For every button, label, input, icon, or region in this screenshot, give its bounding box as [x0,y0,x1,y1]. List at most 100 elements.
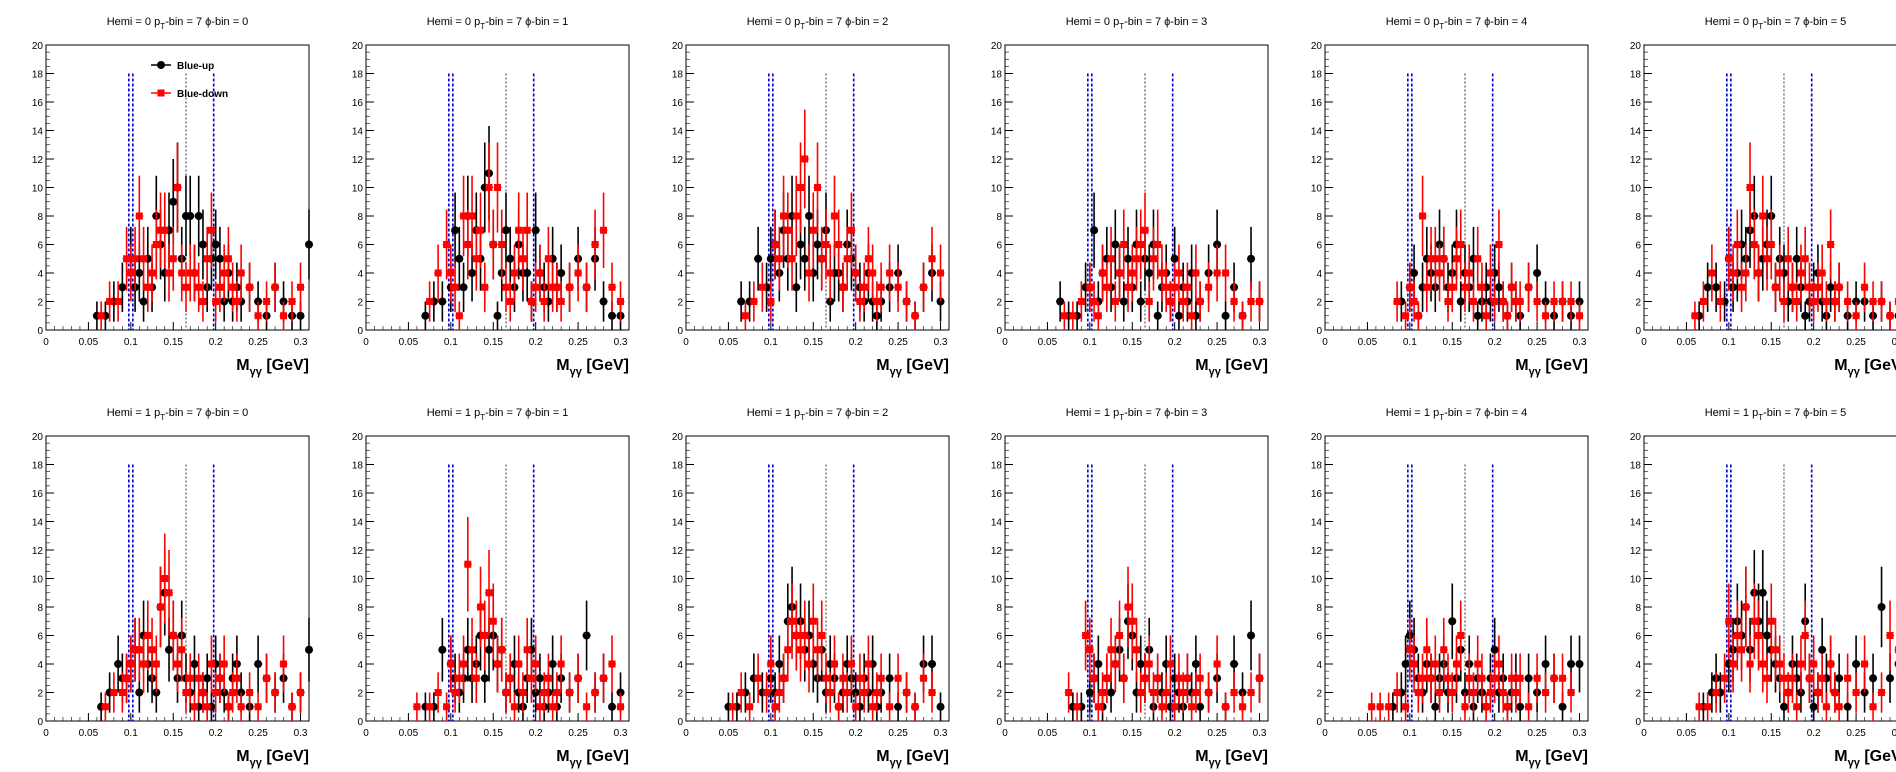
blue-down-point [152,660,160,668]
blue-down-point [1077,298,1085,305]
x-tick-label: 0 [683,728,689,739]
blue-down-point [148,646,156,654]
blue-down-point [186,674,194,682]
blue-up-point [1703,283,1712,292]
y-tick-label: 20 [672,432,684,443]
blue-down-point [1256,674,1264,682]
blue-down-point [608,283,616,291]
blue-down-point [161,226,169,234]
blue-down-point [544,255,552,263]
blue-up-point [1852,660,1861,668]
blue-down-point [1436,269,1444,277]
blue-down-point [246,283,254,291]
blue-down-point [494,660,501,668]
x-tick-label: 0.25 [1527,728,1547,739]
blue-down-point [190,703,198,711]
y-tick-label: 2 [996,689,1002,700]
blue-down-point [856,298,864,305]
blue-up-point [928,660,937,668]
blue-down-point [455,674,463,682]
y-tick-label: 16 [991,98,1003,109]
blue-down-point [1788,283,1796,291]
blue-down-point [894,674,902,682]
blue-up-point [1247,254,1256,263]
blue-down-point [1780,674,1788,682]
blue-down-point [1776,660,1784,668]
blue-down-point [1525,703,1533,711]
subplot-hemi1-phi4: Hemi = 1 pT-bin = 7 ϕ-bin = 4 0 2 4 6 8 10 12 14… [1311,407,1589,769]
blue-up-point [438,645,447,654]
blue-down-point [1567,298,1575,305]
blue-down-point [1576,312,1584,320]
blue-down-point [165,589,173,597]
blue-up-point [1085,688,1094,697]
blue-down-point [1440,646,1448,654]
blue-up-point [1431,702,1440,711]
blue-down-point [1478,674,1486,682]
y-tick-label: 4 [1316,269,1322,280]
blue-down-point [1107,646,1115,654]
blue-down-point [775,255,783,263]
blue-up-point [198,240,207,249]
blue-up-point [421,311,430,320]
blue-down-point [481,632,489,639]
blue-down-point [809,617,817,625]
blue-down-point [254,312,262,320]
blue-down-point [860,283,868,291]
blue-down-point [1196,298,1204,305]
x-tick-label: 0 [1322,337,1328,348]
y-tick-label: 12 [352,546,364,557]
x-axis-label: Mγγ [GeV] [236,357,309,378]
blue-up-point [1124,254,1133,263]
blue-down-point [792,212,800,220]
blue-down-point [1491,298,1499,305]
y-tick-label: 16 [1630,98,1642,109]
x-tick-label: 0.1 [124,337,138,348]
blue-down-point [1154,241,1162,248]
blue-down-point [767,298,775,305]
blue-down-point [1230,689,1238,696]
blue-up-point [531,226,540,235]
x-tick-label: 0.1 [1083,728,1097,739]
blue-down-point [617,298,625,305]
blue-down-point [864,660,872,668]
blue-down-point [818,632,826,639]
x-tick-label: 0 [683,337,689,348]
blue-down-point [1729,660,1737,668]
blue-down-point [1133,255,1140,263]
y-tick-label: 14 [1630,127,1642,138]
y-tick-label: 12 [672,546,684,557]
plot-title: Hemi = 0 pT-bin = 7 ϕ-bin = 2 [747,16,889,31]
x-axis-label: Mγγ [GeV] [556,748,629,769]
blue-down-point [1559,674,1567,682]
blue-down-point [1423,646,1431,654]
blue-down-point [1183,283,1191,291]
y-tick-label: 0 [677,717,683,728]
blue-down-point [199,689,207,696]
x-axis-label: Mγγ [GeV] [1515,748,1588,769]
x-tick-label: 0.3 [294,337,308,348]
blue-down-point [506,298,514,305]
blue-down-point [477,603,485,611]
y-tick-label: 18 [991,461,1003,472]
blue-down-point [557,660,565,668]
blue-down-point [485,184,493,191]
blue-down-point [1550,298,1558,305]
blue-down-point [814,184,821,191]
y-tick-label: 4 [677,269,683,280]
y-tick-label: 20 [1311,41,1323,52]
blue-down-point [549,703,557,711]
x-tick-label: 0.3 [614,337,628,348]
blue-down-point [911,703,919,711]
blue-down-point [591,689,599,696]
x-tick-label: 0.15 [1123,728,1143,739]
y-tick-label: 8 [1635,212,1641,223]
blue-up-point [1575,660,1584,668]
blue-down-point [498,241,506,248]
y-tick-label: 6 [1635,241,1641,252]
blue-down-point [1145,660,1153,668]
x-tick-label: 0.2 [1168,337,1182,348]
blue-down-point [1423,283,1431,291]
blue-up-point [215,254,224,263]
y-tick-label: 4 [996,660,1002,671]
